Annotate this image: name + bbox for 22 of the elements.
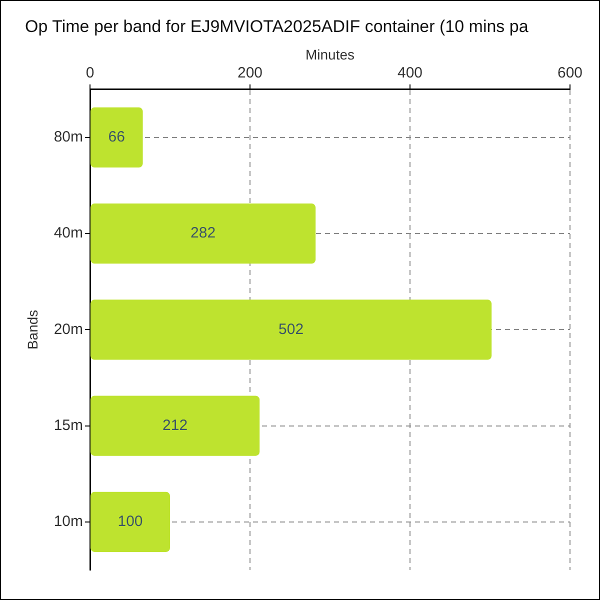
data-label: 282 xyxy=(190,224,216,242)
y-tick-label: 20m xyxy=(54,320,83,338)
bar xyxy=(90,396,260,456)
y-tick-label: 10m xyxy=(54,513,83,530)
x-axis-title: Minutes xyxy=(305,46,355,63)
chart-title: Op Time per band for EJ9MVIOTA2025ADIF container (10 mins pa xyxy=(25,16,529,36)
data-label: 502 xyxy=(278,320,304,338)
data-label: 212 xyxy=(162,416,188,434)
data-label: 100 xyxy=(118,513,143,530)
y-tick-label: 80m xyxy=(54,128,83,146)
x-tick-label: 600 xyxy=(557,64,583,82)
y-axis-title: Bands xyxy=(24,310,40,350)
bar xyxy=(90,300,492,360)
data-label: 66 xyxy=(108,128,125,146)
bar xyxy=(90,204,316,264)
bar xyxy=(90,107,143,168)
x-tick-label: 400 xyxy=(397,64,423,82)
y-tick-label: 40m xyxy=(54,224,83,242)
x-tick-label: 0 xyxy=(86,64,94,82)
bar xyxy=(90,492,170,552)
y-tick-label: 15m xyxy=(54,416,83,434)
x-tick-label: 200 xyxy=(237,64,263,82)
